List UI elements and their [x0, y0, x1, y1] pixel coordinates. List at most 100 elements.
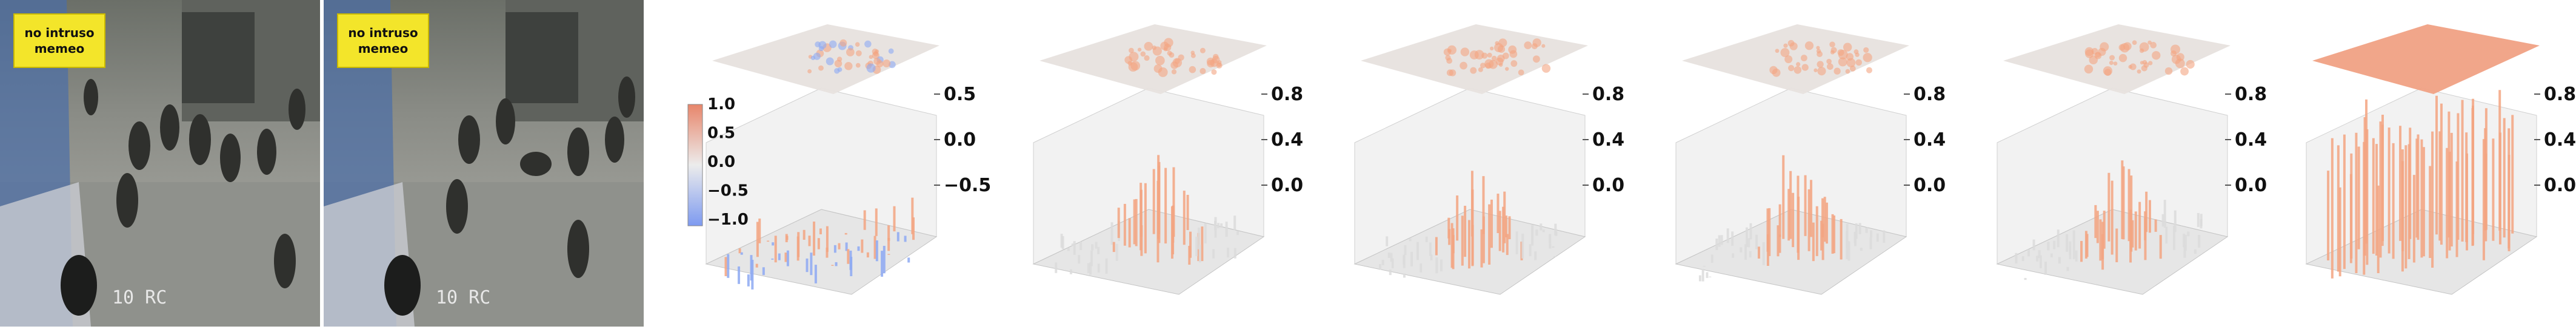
z-tick-label: 0.8	[1271, 84, 1303, 105]
stamp-line-1: no intruso	[348, 25, 418, 40]
colorbar-tick-label: 1.0	[707, 95, 735, 114]
z-tick-label: 0.0	[2235, 175, 2267, 196]
projection-hotspot	[1495, 41, 1500, 46]
stamp-line-1: no intruso	[24, 25, 95, 40]
projection-hotspot	[1490, 46, 1494, 51]
projection-hotspot	[1495, 57, 1504, 66]
projection-hotspot	[1854, 49, 1859, 55]
projection-hotspot	[1207, 59, 1215, 68]
projection-hotspot	[1200, 47, 1206, 53]
projection-hotspot	[1470, 67, 1477, 74]
projection-hotspot	[2084, 64, 2094, 74]
projection-hotspot	[1845, 69, 1850, 74]
projection-hotspot	[1480, 63, 1486, 69]
projection-hotspot	[1510, 60, 1518, 67]
projection-hotspot	[2164, 67, 2173, 75]
projection-hotspot	[2109, 61, 2114, 66]
projection-hotspot	[1843, 42, 1852, 52]
projection-plane	[2003, 24, 2231, 94]
projection-hotspot	[855, 42, 860, 47]
projection-hotspots	[807, 39, 896, 74]
z-tick-label: 0.8	[1914, 84, 1946, 105]
projection-hotspot	[1509, 50, 1518, 58]
colorbar	[687, 104, 703, 226]
surface-plot-4: 0.8 0.4 0.0	[1649, 0, 1946, 329]
projection-hotspot	[1866, 67, 1872, 73]
projection-hotspot	[2129, 63, 2137, 70]
projection-hotspot	[846, 48, 855, 56]
projection-hotspot	[1524, 41, 1532, 50]
z-tick-label: −0.5	[944, 175, 991, 196]
projection-hotspot	[1460, 47, 1470, 56]
z-tick-label: 0.4	[1914, 129, 1946, 151]
projection-hotspot	[1152, 46, 1162, 56]
projection-hotspot	[866, 63, 876, 73]
projection-hotspot	[2118, 53, 2127, 63]
projection-hotspots	[1443, 38, 1551, 76]
surface-spikes	[1378, 171, 1558, 278]
projection-hotspot	[1124, 56, 1133, 64]
z-tick-label: 0.0	[944, 129, 976, 151]
surface-spikes	[1055, 155, 1239, 275]
projection-hotspot	[1190, 50, 1195, 55]
projection-hotspot	[2176, 53, 2184, 61]
projection-plane	[1039, 24, 1267, 94]
projection-hotspot	[834, 59, 843, 67]
projection-hotspots	[1124, 38, 1223, 77]
projection-hotspot	[1469, 50, 1479, 59]
z-tick-label: 0.0	[1271, 175, 1303, 196]
projection-hotspot	[1863, 53, 1872, 63]
projection-hotspot	[2147, 40, 2152, 45]
surface-spikes	[2327, 90, 2514, 279]
projection-hotspot	[1478, 67, 1483, 72]
projection-plane	[2312, 24, 2540, 94]
projection-hotspot	[1130, 61, 1141, 71]
colorbar-tick-label: 0.0	[707, 153, 735, 171]
projection-hotspot	[1137, 47, 1142, 52]
projection-hotspot	[1155, 55, 1165, 66]
projection-hotspot	[2141, 65, 2147, 72]
projection-hotspot	[2132, 40, 2137, 46]
projection-hotspot	[829, 40, 837, 49]
surface-plot-6: 0.8 0.4 0.0	[2279, 0, 2576, 329]
projection-hotspot	[1518, 69, 1524, 76]
projection-hotspot	[2089, 55, 2098, 64]
surface-spikes	[724, 197, 915, 290]
projection-hotspot	[1443, 48, 1451, 56]
projection-hotspots	[2084, 40, 2195, 76]
projection-hotspot	[1170, 61, 1178, 69]
projection-hotspot	[813, 52, 821, 60]
projection-hotspot	[1789, 42, 1798, 50]
projection-hotspot	[1541, 64, 1551, 73]
z-tick-label: 0.0	[1592, 175, 1624, 196]
projection-hotspot	[1769, 66, 1778, 75]
projection-hotspot	[2170, 50, 2177, 57]
video-frame-1: no intruso memeo 10 RC	[0, 0, 320, 327]
surface-plot-2: 0.8 0.4 0.0	[1006, 0, 1303, 329]
surface-spikes	[1698, 155, 1886, 282]
projection-hotspot	[1826, 63, 1834, 70]
projection-hotspot	[2148, 61, 2153, 66]
projection-hotspot	[1796, 62, 1801, 67]
projection-hotspot	[837, 67, 843, 72]
projection-hotspot	[1814, 68, 1818, 72]
projection-hotspots	[1769, 39, 1872, 77]
projection-hotspot	[1801, 64, 1809, 71]
projection-hotspot	[818, 46, 824, 52]
z-tick-label: 0.0	[2544, 175, 2576, 196]
stamp-line-2: memeo	[34, 41, 85, 56]
projection-hotspot	[864, 40, 872, 48]
projection-hotspot	[1784, 55, 1793, 64]
projection-hotspot	[1816, 46, 1820, 50]
projection-hotspot	[2137, 69, 2141, 74]
projection-hotspot	[1160, 41, 1169, 50]
street-scene-1	[0, 0, 320, 327]
projection-hotspot	[1200, 67, 1206, 75]
projection-hotspot	[1780, 48, 1790, 58]
projection-hotspot	[1541, 44, 1546, 48]
projection-hotspot	[1144, 42, 1153, 51]
z-tick-label: 0.4	[2544, 129, 2576, 151]
projection-hotspot	[2113, 61, 2118, 66]
projection-hotspot	[873, 58, 881, 65]
projection-hotspot	[888, 48, 894, 54]
